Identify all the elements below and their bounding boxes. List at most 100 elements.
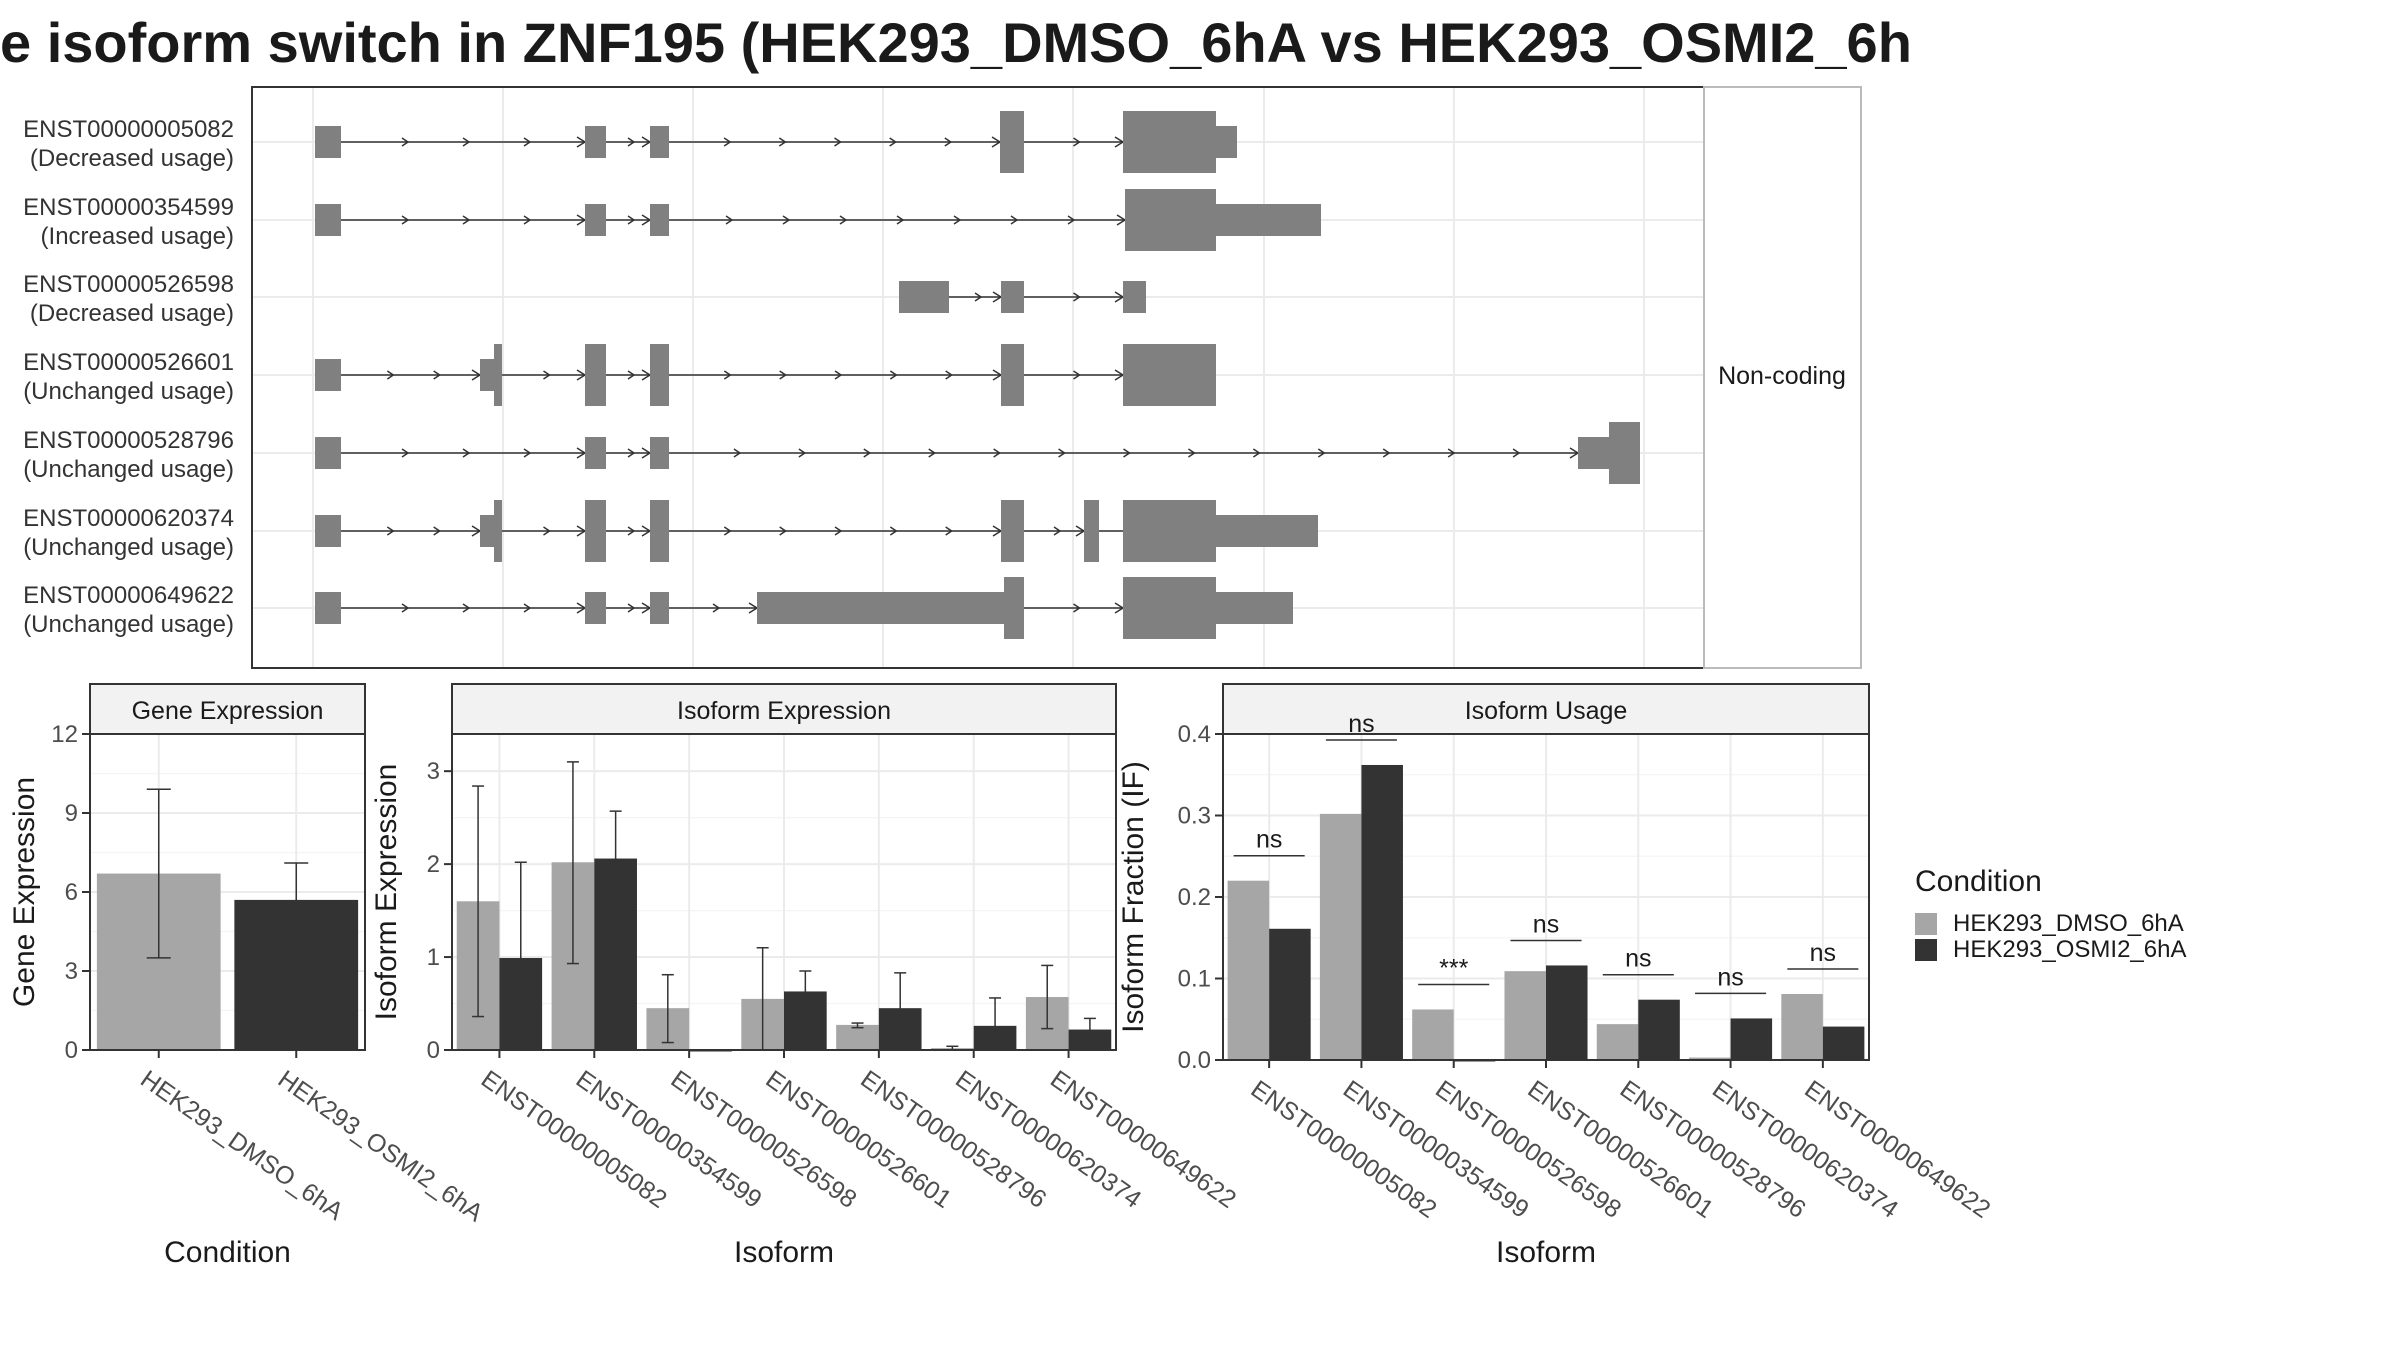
exon-block — [1578, 437, 1609, 469]
intron-direction-arrow — [401, 137, 410, 147]
intron-direction-arrow — [1317, 448, 1326, 458]
exon-block — [1001, 281, 1024, 313]
intron-direction-arrow — [627, 137, 636, 147]
exon-block — [1216, 515, 1318, 547]
exon-block — [650, 344, 669, 406]
intron-direction-arrow — [782, 215, 791, 225]
legend-key-dmso — [1915, 913, 1937, 935]
intron-direction-arrow — [433, 526, 442, 536]
exon-block — [1123, 577, 1216, 639]
transcript-usage-label: (Unchanged usage) — [23, 378, 234, 405]
exon-block — [1123, 111, 1216, 173]
y-tick-label: 0 — [427, 1037, 440, 1064]
y-tick-label: 0.0 — [1178, 1047, 1211, 1074]
panel-strip — [451, 683, 1117, 735]
exon-block — [480, 359, 494, 391]
transcript-usage-label: (Unchanged usage) — [23, 456, 234, 483]
intron-direction-arrow — [1073, 603, 1081, 613]
figure-title: e isoform switch in ZNF195 (HEK293_DMSO_… — [0, 11, 1912, 74]
isoform-usage-panel: Isoform UsageENST00000005082ENST00000354… — [1117, 683, 1995, 1269]
panel-strip-title: Isoform Expression — [677, 697, 891, 725]
exon-block — [315, 359, 341, 391]
intron-direction-arrow — [462, 603, 471, 613]
legend-label-dmso: HEK293_DMSO_6hA — [1953, 910, 2184, 937]
intron-direction-arrow — [627, 603, 636, 613]
intron-direction-arrow — [543, 526, 551, 536]
intron-direction-arrow — [523, 603, 532, 613]
exon-block — [315, 515, 341, 547]
intron-direction-arrow — [896, 215, 905, 225]
intron-direction-arrow — [523, 137, 532, 147]
intron-direction-arrow — [834, 370, 843, 380]
exon-block — [585, 500, 606, 562]
exon-block — [494, 500, 502, 562]
y-axis-title: Isoform Expression — [370, 764, 403, 1021]
transcript-id-label: ENST00000526598 — [23, 271, 234, 298]
intron-direction-arrow — [1447, 448, 1456, 458]
legend-title: Condition — [1915, 865, 2042, 898]
transcript-usage-label: (Decreased usage) — [30, 145, 234, 172]
intron-direction-arrow — [401, 603, 410, 613]
intron-direction-arrow — [863, 448, 872, 458]
panel-label-non-coding: Non-coding — [1718, 362, 1846, 390]
exon-block — [650, 437, 669, 469]
intron-direction-arrow — [1053, 526, 1062, 536]
intron-direction-arrow — [839, 215, 848, 225]
condition-legend: Condition HEK293_DMSO_6hA HEK293_OSMI2_6… — [1915, 865, 2186, 963]
intron-direction-arrow — [401, 448, 410, 458]
intron-direction-arrow — [834, 526, 843, 536]
intron-direction-arrow — [1123, 448, 1131, 458]
significance-label: ns — [1810, 939, 1836, 967]
significance-label: ns — [1717, 963, 1743, 991]
transcript-id-label: ENST00000354599 — [23, 194, 234, 221]
intron-direction-arrow — [723, 370, 732, 380]
panel-border — [1222, 733, 1870, 1061]
exon-block — [1123, 500, 1216, 562]
bar — [1689, 1057, 1731, 1060]
intron-direction-arrow — [627, 448, 636, 458]
intron-direction-arrow — [462, 448, 471, 458]
bar — [1822, 1026, 1865, 1060]
y-tick-label: 2 — [427, 851, 440, 878]
bar — [1638, 999, 1680, 1060]
exon-block — [315, 437, 341, 469]
intron-direction-arrow — [889, 137, 898, 147]
bar — [1227, 880, 1270, 1060]
y-tick-label: 9 — [65, 800, 78, 827]
exon-block — [1216, 204, 1321, 236]
y-tick-label: 0 — [65, 1037, 78, 1064]
intron-direction-arrow — [953, 215, 962, 225]
exon-block — [315, 204, 341, 236]
exon-block — [1123, 281, 1146, 313]
y-tick-label: 1 — [427, 944, 440, 971]
intron-direction-arrow — [627, 215, 636, 225]
exon-block — [315, 592, 341, 624]
transcript-id-label: ENST00000620374 — [23, 505, 234, 532]
panel-strip-title: Gene Expression — [132, 697, 324, 725]
transcript-id-label: ENST00000005082 — [23, 116, 234, 143]
x-axis-title: Isoform — [1496, 1236, 1596, 1269]
bar — [1546, 965, 1588, 1060]
transcript-usage-label: (Unchanged usage) — [23, 534, 234, 561]
y-tick-label: 0.2 — [1178, 884, 1211, 911]
intron-direction-arrow — [1010, 215, 1019, 225]
y-tick-label: 3 — [65, 958, 78, 985]
intron-direction-arrow — [462, 215, 471, 225]
bar — [1504, 971, 1546, 1060]
transcript-usage-label: (Increased usage) — [41, 223, 234, 250]
isoform-expression-panel: Isoform ExpressionENST00000005082ENST000… — [370, 683, 1241, 1269]
exon-block — [585, 437, 606, 469]
intron-direction-arrow — [523, 215, 532, 225]
exon-block — [650, 126, 669, 158]
bar — [1596, 1024, 1639, 1060]
intron-direction-arrow — [733, 448, 742, 458]
significance-label: ns — [1256, 826, 1282, 854]
y-tick-label: 3 — [427, 758, 440, 785]
intron-direction-arrow — [945, 370, 954, 380]
legend-item-osmi2: HEK293_OSMI2_6hA — [1915, 936, 2186, 963]
exon-block — [585, 344, 606, 406]
intron-direction-arrow — [889, 370, 898, 380]
transcript-usage-label: (Unchanged usage) — [23, 611, 234, 638]
exon-block — [494, 344, 502, 406]
exon-block — [1001, 500, 1024, 562]
